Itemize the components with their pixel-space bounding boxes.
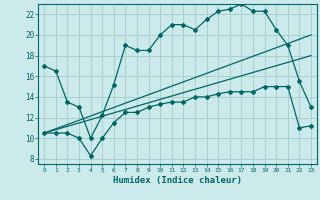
X-axis label: Humidex (Indice chaleur): Humidex (Indice chaleur) bbox=[113, 176, 242, 185]
